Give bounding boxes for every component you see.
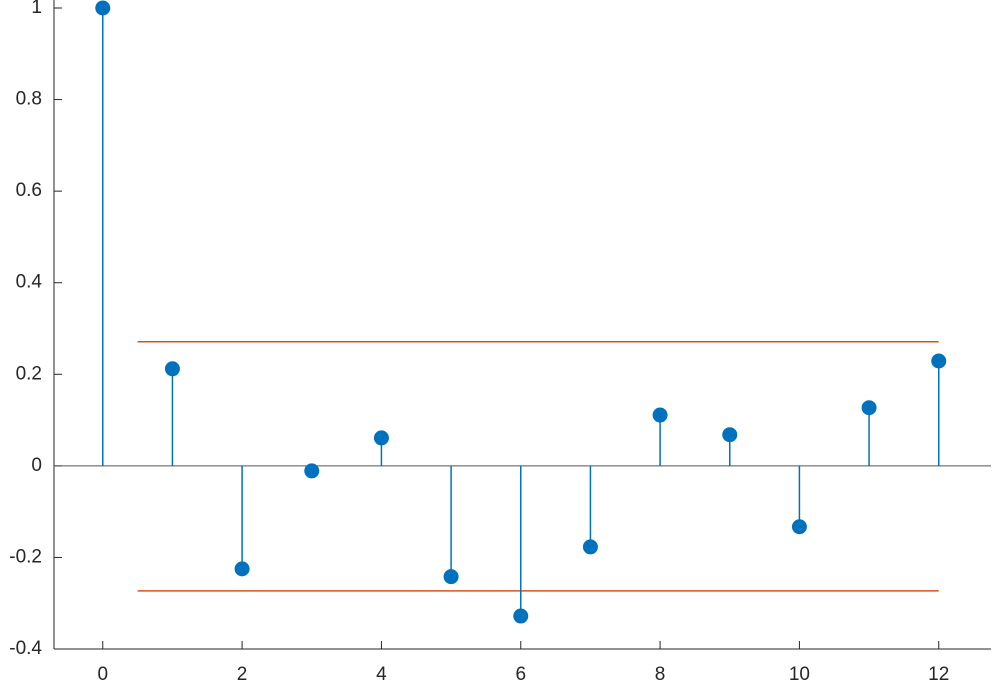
- y-tick-label: 0.6: [16, 180, 42, 201]
- x-tick-label: 2: [237, 664, 248, 685]
- stem-marker: [791, 519, 807, 535]
- y-tick-label: 0.8: [16, 89, 42, 110]
- stem-marker: [304, 463, 320, 479]
- y-tick-label: -0.4: [9, 638, 42, 659]
- stem-marker: [164, 361, 180, 377]
- stem-marker: [95, 0, 111, 16]
- y-tick-label: -0.2: [9, 546, 42, 567]
- x-tick-label: 12: [928, 664, 949, 685]
- stem-marker: [513, 608, 529, 624]
- stem-marker: [373, 430, 389, 446]
- x-tick-label: 8: [655, 664, 666, 685]
- stem-marker: [722, 427, 738, 443]
- stem-marker: [443, 569, 459, 585]
- x-tick-label: 4: [376, 664, 387, 685]
- y-tick-label: 0: [31, 455, 42, 476]
- y-tick-label: 1: [31, 0, 42, 18]
- x-tick-label: 6: [515, 664, 526, 685]
- x-tick-label: 10: [789, 664, 810, 685]
- stem-marker: [861, 400, 877, 416]
- stem-marker: [652, 407, 668, 423]
- x-tick-label: 0: [97, 664, 108, 685]
- y-tick-label: 0.4: [16, 272, 43, 293]
- stem-marker: [582, 539, 598, 555]
- stem-marker: [234, 561, 250, 577]
- y-tick-label: 0.2: [16, 363, 42, 384]
- stem-marker: [931, 353, 947, 369]
